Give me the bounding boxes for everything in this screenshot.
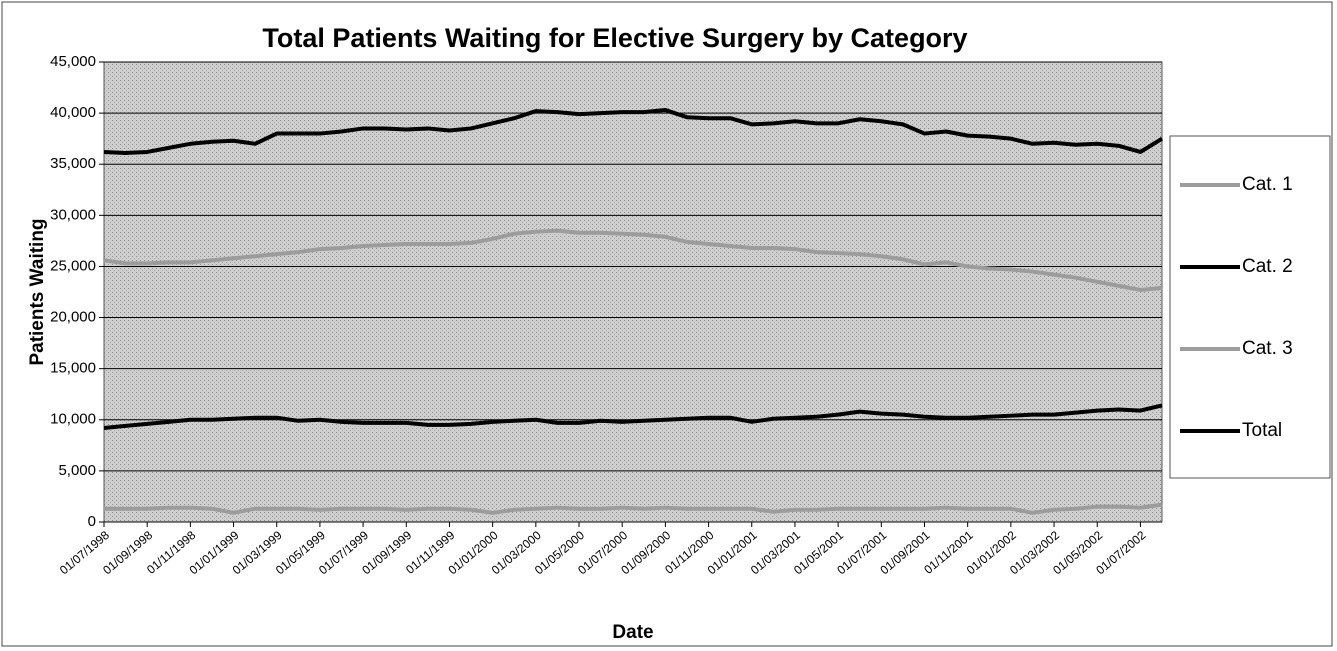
y-tick-label: 45,000 [50,53,96,70]
y-axis-label: Patients Waiting [27,218,48,365]
legend-label: Cat. 3 [1242,338,1293,359]
chart-title: Total Patients Waiting for Elective Surg… [262,23,967,53]
plot-area [103,61,1163,523]
y-tick-label: 25,000 [50,257,96,274]
y-tick-label: 0 [88,513,96,530]
y-tick-label: 5,000 [58,462,96,479]
y-tick-label: 15,000 [50,360,96,377]
y-tick-label: 10,000 [50,411,96,428]
x-axis-label: Date [612,622,653,643]
legend-label: Cat. 1 [1242,174,1293,195]
y-tick-label: 20,000 [50,309,96,326]
legend-label: Cat. 2 [1242,256,1293,277]
legend [1169,135,1331,479]
series-line [103,228,1163,292]
y-tick-label: 35,000 [50,155,96,172]
y-tick-label: 40,000 [50,104,96,121]
series-line [103,108,1164,155]
legend-label: Total [1242,420,1282,441]
series-line [104,502,1163,515]
series-line [103,403,1163,430]
y-tick-label: 30,000 [50,206,96,223]
